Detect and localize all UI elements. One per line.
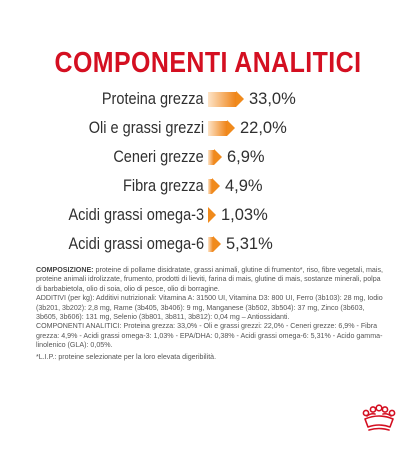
nutrient-arrow-icon (214, 149, 222, 165)
composition-block: COMPOSIZIONE: proteine di pollame disidr… (36, 266, 386, 351)
page-title: COMPONENTI ANALITICI (54, 47, 362, 79)
crown-jewel-left (362, 409, 370, 417)
nutrient-arrow-icon (213, 236, 221, 252)
crown-band (364, 415, 394, 428)
composition-text: proteine di pollame disidratate, grassi … (36, 266, 383, 293)
nutrient-value: 6,9% (227, 147, 265, 166)
analytical-paragraph: COMPONENTI ANALITICI: Proteina grezza: 3… (36, 322, 383, 350)
nutrient-row: Proteina grezza 33,0% (0, 86, 416, 112)
royal-canin-crown-logo (362, 404, 396, 431)
nutrient-label: Acidi grassi omega-6 (68, 235, 204, 253)
crown-base (368, 427, 390, 431)
nutrient-value: 1,03% (221, 205, 268, 224)
nutrient-label: Fibra grezza (123, 177, 204, 195)
nutrient-bar-wrap: 4,9% (208, 173, 263, 199)
crown-jewel-mid-left (369, 406, 377, 413)
nutrient-label: Ceneri grezze (113, 148, 204, 166)
nutrient-arrow-icon (208, 207, 216, 223)
nutrient-bar-wrap: 1,03% (208, 202, 268, 228)
nutrient-value: 4,9% (225, 176, 263, 195)
nutrient-bar (208, 149, 214, 165)
nutrient-value: 33,0% (249, 89, 296, 108)
nutrient-row: Oli e grassi grezzi 22,0% (0, 115, 416, 141)
nutrient-bar (208, 120, 227, 136)
nutrient-bar (208, 236, 213, 252)
crown-arc-right (382, 412, 392, 417)
nutrient-row: Acidi grassi omega-6 5,31% (0, 231, 416, 257)
nutrient-value: 5,31% (226, 234, 273, 253)
nutrient-bar (208, 91, 236, 107)
crown-jewel-mid-right (381, 406, 389, 413)
crown-jewel-center (375, 404, 383, 412)
nutrient-arrow-icon (227, 120, 235, 136)
nutrient-label: Oli e grassi grezzi (88, 119, 204, 137)
composition-paragraph: COMPOSIZIONE: proteine di pollame disidr… (36, 266, 386, 294)
nutrient-bar-wrap: 33,0% (208, 86, 296, 112)
nutrient-bar-wrap: 6,9% (208, 144, 265, 170)
nutrient-arrow-icon (212, 178, 220, 194)
footnote: *L.I.P.: proteine selezionate per la lor… (36, 353, 217, 361)
nutrient-row: Ceneri grezze 6,9% (0, 144, 416, 170)
nutrient-bar-wrap: 5,31% (208, 231, 273, 257)
composition-lead: COMPOSIZIONE: (36, 266, 94, 274)
nutrient-bar-wrap: 22,0% (208, 115, 287, 141)
nutrient-label: Acidi grassi omega-3 (68, 206, 204, 224)
crown-jewel-right (388, 409, 396, 417)
nutrient-row: Acidi grassi omega-3 1,03% (0, 202, 416, 228)
crown-arc-left (366, 412, 376, 417)
nutrient-label: Proteina grezza (102, 90, 204, 108)
nutrient-value: 22,0% (240, 118, 287, 137)
additives-paragraph: ADDITIVI (per kg): Additivi nutrizionali… (36, 294, 383, 322)
nutrient-arrow-icon (236, 91, 244, 107)
nutrient-row: Fibra grezza 4,9% (0, 173, 416, 199)
nutrient-bar (208, 178, 212, 194)
